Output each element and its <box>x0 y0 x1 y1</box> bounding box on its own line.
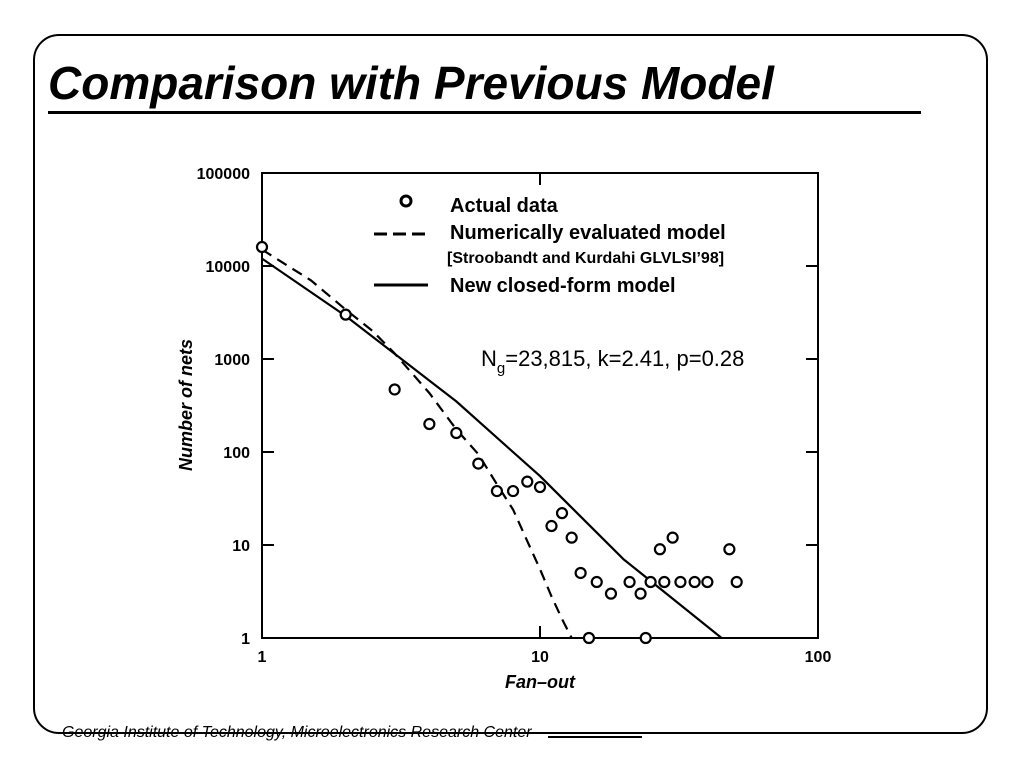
data-point <box>644 575 657 589</box>
slide-frame <box>33 34 988 734</box>
data-point <box>639 631 652 645</box>
x-tick-label: 10 <box>531 649 549 666</box>
y-tick-label: 10 <box>232 538 250 555</box>
data-point <box>506 484 520 498</box>
data-point <box>590 575 603 589</box>
y-tick-label: 10000 <box>206 259 251 276</box>
series-line-closed-form-model <box>262 257 723 638</box>
data-point <box>533 480 547 494</box>
legend-label-actual-data: Actual data <box>450 195 559 217</box>
data-point <box>388 383 401 396</box>
data-point <box>623 575 636 589</box>
parameter-annotation: Ng=23,815, k=2.41, p=0.28 <box>481 346 744 377</box>
data-point <box>688 575 701 589</box>
x-tick-label: 1 <box>258 649 267 666</box>
data-point <box>521 475 534 488</box>
x-axis-label: Fan–out <box>505 672 576 692</box>
data-point <box>555 507 569 520</box>
y-tick-label: 100 <box>223 445 250 462</box>
data-point <box>666 531 679 544</box>
slide-title: Comparison with Previous Model <box>48 57 774 109</box>
data-point <box>658 575 671 589</box>
data-point <box>339 308 352 321</box>
legend-citation: [Stroobandt and Kurdahi GLVLSI’98] <box>447 250 724 267</box>
x-tick-label: 100 <box>805 649 832 666</box>
data-point <box>723 543 736 556</box>
legend-label-numerical-model: Numerically evaluated model <box>450 222 726 244</box>
data-point <box>574 566 587 580</box>
data-point <box>472 457 485 470</box>
series-line-numerical-model <box>262 248 573 638</box>
legend-label-closed-form-model: New closed-form model <box>450 275 676 297</box>
footer-strike-line <box>548 736 642 738</box>
data-point <box>634 587 647 600</box>
title-underline <box>48 111 921 114</box>
data-point <box>255 240 269 254</box>
data-point <box>730 575 743 589</box>
y-tick-label: 1 <box>241 631 250 648</box>
data-point <box>565 531 578 544</box>
y-axis-label: Number of nets <box>176 339 196 471</box>
data-point <box>545 519 558 533</box>
data-point <box>701 575 714 589</box>
footer-text: Georgia Institute of Technology, Microel… <box>62 724 532 741</box>
data-point <box>490 484 504 498</box>
data-point <box>653 543 667 556</box>
data-point <box>674 575 687 589</box>
data-point <box>450 426 463 440</box>
y-tick-label: 100000 <box>197 166 250 183</box>
y-tick-label: 1000 <box>214 352 250 369</box>
legend-marker-actual-data <box>399 194 413 208</box>
data-point <box>423 417 436 431</box>
data-point <box>582 631 596 645</box>
data-point <box>604 587 618 600</box>
